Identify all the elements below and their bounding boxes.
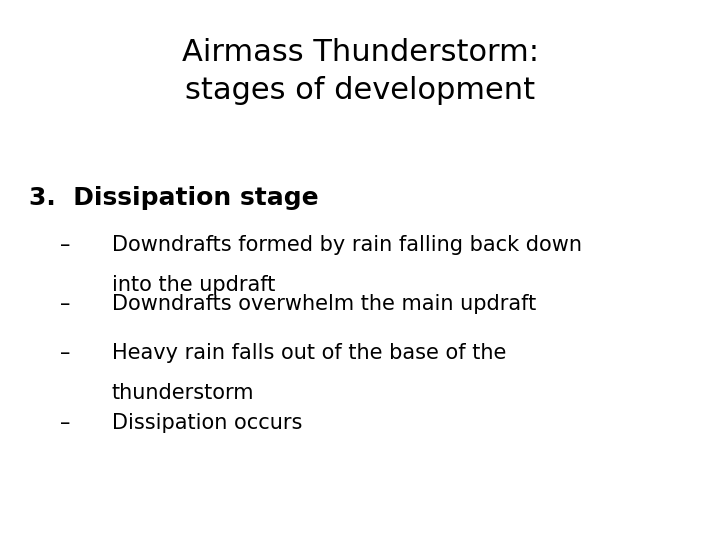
Text: –: – xyxy=(60,413,70,433)
Text: –: – xyxy=(60,343,70,363)
Text: Downdrafts formed by rain falling back down: Downdrafts formed by rain falling back d… xyxy=(112,235,582,255)
Text: 3.  Dissipation stage: 3. Dissipation stage xyxy=(29,186,318,210)
Text: into the updraft: into the updraft xyxy=(112,275,275,295)
Text: thunderstorm: thunderstorm xyxy=(112,383,254,403)
Text: –: – xyxy=(60,294,70,314)
Text: Heavy rain falls out of the base of the: Heavy rain falls out of the base of the xyxy=(112,343,506,363)
Text: –: – xyxy=(60,235,70,255)
Text: Airmass Thunderstorm:
stages of development: Airmass Thunderstorm: stages of developm… xyxy=(181,38,539,105)
Text: Downdrafts overwhelm the main updraft: Downdrafts overwhelm the main updraft xyxy=(112,294,536,314)
Text: Dissipation occurs: Dissipation occurs xyxy=(112,413,302,433)
